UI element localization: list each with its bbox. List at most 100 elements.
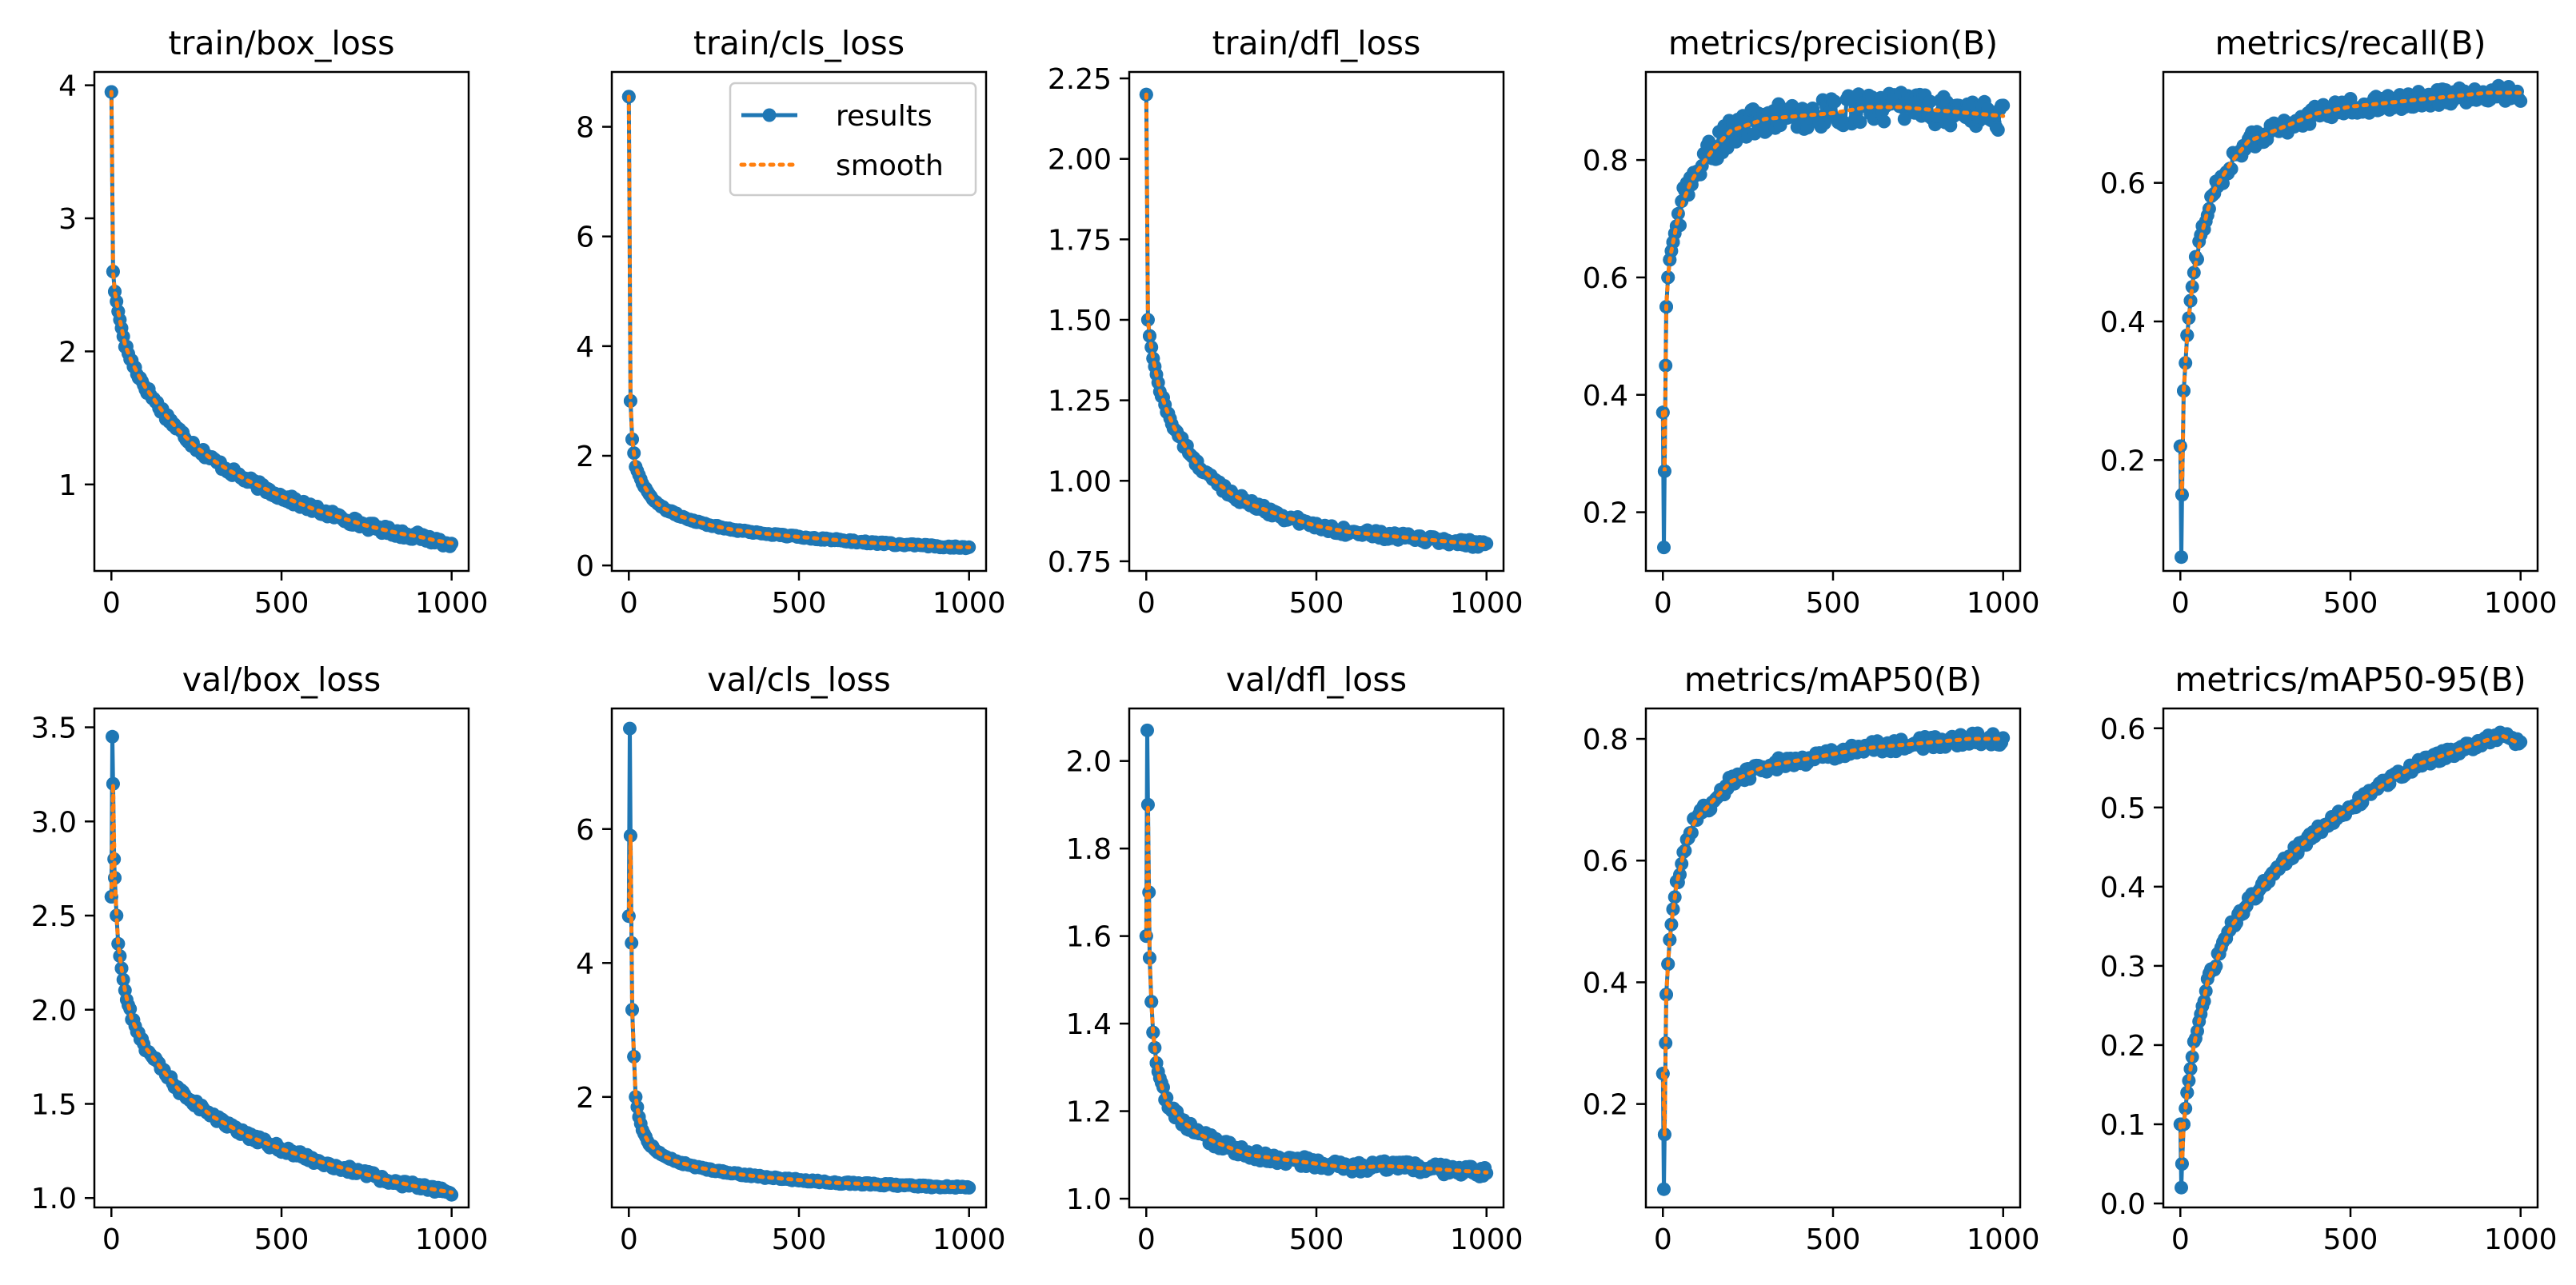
- chart-3-xtick-label-1: 500: [1806, 587, 1861, 620]
- chart-8-smooth-line: [1660, 736, 2006, 1135]
- chart-8-ytick-label-3: 0.8: [1583, 724, 1628, 756]
- chart-3-point-62: [1747, 126, 1762, 141]
- chart-3-point-205: [1991, 123, 2005, 137]
- chart-7-ytick-label-1: 1.2: [1066, 1096, 1112, 1129]
- chart-8-point-11: [1663, 932, 1677, 947]
- chart-4-xtick-label-1: 500: [2323, 587, 2378, 620]
- chart-5-axes-frame: [93, 707, 470, 1209]
- chart-7-title: val/dfl_loss: [1226, 660, 1407, 699]
- chart-9-markers: [2173, 725, 2528, 1195]
- chart-2-ytick-label-3: 1.50: [1048, 305, 1112, 337]
- legend-results-label: results: [836, 100, 933, 133]
- chart-2-ytick-label-0: 0.75: [1048, 546, 1112, 579]
- chart-5-panel: val/box_loss 0 500 1000 1.0 1.5 2.0 2.5 3.0 3.5: [31, 660, 489, 1256]
- chart-6-title: val/cls_loss: [707, 660, 891, 699]
- chart-2-ytick-label-6: 2.25: [1048, 63, 1112, 96]
- chart-0-results-line: [109, 91, 453, 549]
- chart-8-ytick-label-0: 0.2: [1583, 1089, 1628, 1122]
- chart-2-ytick-label-5: 2.00: [1048, 144, 1112, 177]
- chart-4-axes-frame: [2162, 70, 2539, 573]
- chart-0-ytick-label-0: 1: [58, 469, 77, 502]
- chart-1-point-5: [625, 432, 639, 446]
- chart-0-panel: train/box_loss 0 500 1000 1 2 3 4: [58, 24, 488, 620]
- chart-6-axes-frame: [610, 707, 988, 1209]
- chart-7-point-2: [1140, 723, 1154, 737]
- chart-1-panel: train/cls_loss 0 500 1000 0 2 4 6 8 results smooth: [576, 24, 1005, 620]
- chart-9-point-2: [2175, 1180, 2188, 1195]
- chart-6-ytick-label-0: 2: [576, 1082, 594, 1115]
- chart-7-ytick-label-5: 2.0: [1066, 746, 1112, 779]
- chart-6-xtick-label-2: 1000: [933, 1223, 1006, 1256]
- chart-1-xtick-label-2: 1000: [933, 587, 1006, 620]
- chart-5-xtick-label-1: 500: [254, 1223, 310, 1256]
- chart-4-smooth-line: [2178, 90, 2523, 495]
- chart-6-smooth-line: [626, 836, 972, 1190]
- chart-4-point-206: [2514, 94, 2528, 108]
- chart-3-point-208: [1996, 98, 2011, 113]
- chart-9-xtick-label-0: 0: [2171, 1223, 2190, 1256]
- legend-smooth-label: smooth: [836, 150, 944, 182]
- chart-0-ytick-label-2: 3: [58, 203, 77, 236]
- chart-0-ytick-label-1: 2: [58, 336, 77, 369]
- chart-1-ytick-label-2: 4: [576, 331, 594, 364]
- chart-8-title: metrics/mAP50(B): [1684, 660, 1982, 699]
- chart-7-xtick-label-2: 1000: [1450, 1223, 1524, 1256]
- chart-0-xtick-label-0: 0: [102, 587, 121, 620]
- chart-7-ytick-label-4: 1.8: [1066, 833, 1112, 866]
- chart-7-smooth-line: [1144, 804, 1489, 1175]
- chart-3-point-2: [1657, 541, 1671, 555]
- chart-7-point-7: [1143, 951, 1156, 965]
- legend: results smooth: [729, 82, 977, 197]
- chart-2-title: train/dfl_loss: [1212, 24, 1421, 62]
- chart-0-smooth-line: [109, 90, 454, 545]
- chart-1-xtick-label-1: 500: [772, 587, 827, 620]
- chart-8-axes-frame: [1644, 707, 2022, 1209]
- chart-7-xtick-label-0: 0: [1137, 1223, 1156, 1256]
- chart-4-point-13: [2185, 280, 2199, 294]
- chart-0-markers: [104, 85, 459, 553]
- chart-9-point-9: [2180, 1085, 2195, 1099]
- chart-5-ytick-label-0: 1.0: [31, 1183, 77, 1215]
- chart-1-xtick-label-0: 0: [620, 587, 638, 620]
- chart-6-point-11: [629, 1090, 643, 1104]
- chart-5-ytick-label-1: 1.5: [31, 1088, 77, 1121]
- chart-6-panel: val/cls_loss 0 500 1000 2 4 6: [576, 660, 1005, 1256]
- chart-3-ytick-label-3: 0.8: [1583, 145, 1628, 178]
- chart-9-ytick-label-6: 0.6: [2100, 713, 2146, 746]
- chart-9-ytick-label-0: 0.0: [2100, 1188, 2146, 1221]
- chart-8-xtick-label-2: 1000: [1967, 1223, 2040, 1256]
- chart-2-markers: [1139, 87, 1494, 554]
- chart-1-smooth-line: [626, 94, 972, 549]
- chart-2-xtick-label-2: 1000: [1450, 587, 1524, 620]
- chart-1-ytick-label-4: 8: [576, 112, 594, 145]
- chart-6-xtick-label-0: 0: [620, 1223, 638, 1256]
- chart-7-xtick-label-1: 500: [1289, 1223, 1344, 1256]
- chart-1-title: train/cls_loss: [693, 24, 905, 62]
- chart-3-panel: metrics/precision(B) 0 500 1000 0.2 0.4 0.6 0.8: [1583, 24, 2040, 620]
- chart-3-markers: [1655, 86, 2011, 555]
- chart-4-point-9: [2180, 328, 2195, 342]
- chart-6-xtick-label-1: 500: [772, 1223, 827, 1256]
- chart-3-smooth-line: [1660, 105, 2006, 472]
- chart-4-ytick-label-2: 0.6: [2100, 168, 2146, 201]
- chart-3-ytick-label-0: 0.2: [1583, 497, 1628, 530]
- chart-9-title: metrics/mAP50-95(B): [2175, 660, 2526, 699]
- chart-2-panel: train/dfl_loss 0 500 1000 0.75 1.00 1.25 1.50 1.…: [1048, 24, 1524, 620]
- chart-6-point-5: [625, 936, 639, 950]
- chart-2-ytick-label-4: 1.75: [1048, 224, 1112, 257]
- chart-3-xtick-label-2: 1000: [1967, 587, 2040, 620]
- chart-8-point-19: [1675, 856, 1689, 871]
- chart-3-ytick-label-1: 0.4: [1583, 380, 1628, 413]
- chart-5-point-4: [106, 776, 120, 791]
- chart-4-markers: [2173, 78, 2528, 565]
- chart-4-point-2: [2175, 550, 2188, 565]
- chart-8-point-2: [1657, 1182, 1671, 1196]
- chart-3-point-124: [1853, 115, 1867, 130]
- chart-2-smooth-line: [1144, 92, 1489, 548]
- chart-6-ytick-label-2: 6: [576, 814, 594, 847]
- chart-2-xtick-label-0: 0: [1137, 587, 1156, 620]
- chart-6-ytick-label-1: 4: [576, 948, 594, 980]
- chart-9-xtick-label-1: 500: [2323, 1223, 2378, 1256]
- chart-2-ytick-label-1: 1.00: [1048, 465, 1112, 498]
